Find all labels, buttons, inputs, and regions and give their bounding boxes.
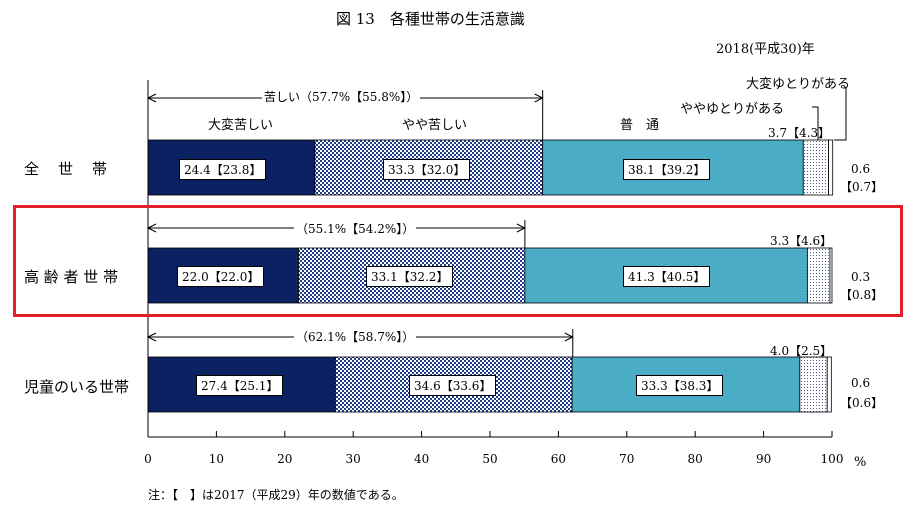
segment-label-children-3: 33.3【38.3】 [636,375,724,396]
category-label-children: 児童のいる世帯 [24,378,130,396]
segment-label-all-2: 33.3【32.0】 [383,159,471,180]
x-tick-label-10: 100 [821,452,844,466]
taihen-yutori-prev-all: 【0.7】 [840,180,884,194]
segment-label-elderly-3: 41.3【40.5】 [623,266,711,287]
taihen-yutori-prev-children: 【0.6】 [840,396,884,410]
x-tick-label-0: 0 [144,452,152,466]
category-label-all: 全 世 帯 [24,160,110,178]
x-tick-label-6: 60 [551,452,566,466]
x-tick-label-7: 70 [619,452,634,466]
header-label-taihen-kurushii: 大変苦しい [208,118,274,133]
segment-label-all-1: 24.4【23.8】 [179,159,267,180]
segment-label-elderly-2: 33.1【32.2】 [366,266,454,287]
segment-label-all-3: 38.1【39.2】 [623,159,711,180]
x-tick-label-5: 50 [482,452,497,466]
segment-label-elderly-1: 22.0【22.0】 [177,266,265,287]
segment-label-children-1: 27.4【25.1】 [196,375,284,396]
taihen-yutori-value-elderly: 0.3 [851,270,871,284]
yaya-yutori-label-elderly: 3.3【4.6】 [770,234,833,248]
chart-subtitle: 2018(平成30)年 [716,42,815,57]
yaya-yutori-label-all: 3.7【4.3】 [768,126,831,140]
kurushii-total-label-children: （62.1%【58.7%】） [294,328,417,345]
yaya-yutori-label-children: 4.0【2.5】 [770,344,833,358]
x-tick-label-3: 30 [346,452,361,466]
x-axis-unit: % [854,455,867,470]
chart-title: 図 13 各種世帯の生活意識 [336,10,525,28]
highlight-frame [13,205,903,317]
kurushii-arrow-left-0 [146,93,157,103]
x-tick-label-2: 20 [277,452,292,466]
x-tick-label-1: 10 [209,452,224,466]
segment-label-children-2: 34.6【33.6】 [409,375,497,396]
taihen-yutori-prev-elderly: 【0.8】 [840,288,884,302]
kurushii-arrow-left-2 [146,332,157,342]
bar-2-4 [826,356,832,413]
kurushii-arrow-left-1 [146,223,157,233]
x-tick-label-9: 90 [756,452,771,466]
category-label-elderly: 高 齢 者 世 帯 [24,268,119,286]
x-tick-label-4: 40 [414,452,429,466]
bar-0-4 [828,139,834,196]
kurushii-total-label-all: 苦しい（57.7%【55.8%】） [262,88,421,105]
taihen-yutori-value-all: 0.6 [851,162,871,176]
x-tick-label-8: 80 [688,452,703,466]
leader-yaya-yutori [812,106,819,140]
header-label-yaya-yutori: ややゆとりがある [680,102,785,117]
footnote: 注：【 】は2017（平成29）年の数値である。 [148,488,404,502]
header-label-taihen-yutori: 大変ゆとりがある [746,77,851,92]
taihen-yutori-value-children: 0.6 [851,376,871,390]
bar-1-4 [829,247,833,304]
leader-taihen-yutori [834,88,847,141]
header-label-futsu: 普 通 [620,118,660,133]
header-label-yaya-kurushii: やや苦しい [402,118,468,133]
bar-0-3 [802,139,829,196]
bar-2-3 [799,356,828,413]
kurushii-total-label-elderly: （55.1%【54.2%】） [294,220,417,237]
